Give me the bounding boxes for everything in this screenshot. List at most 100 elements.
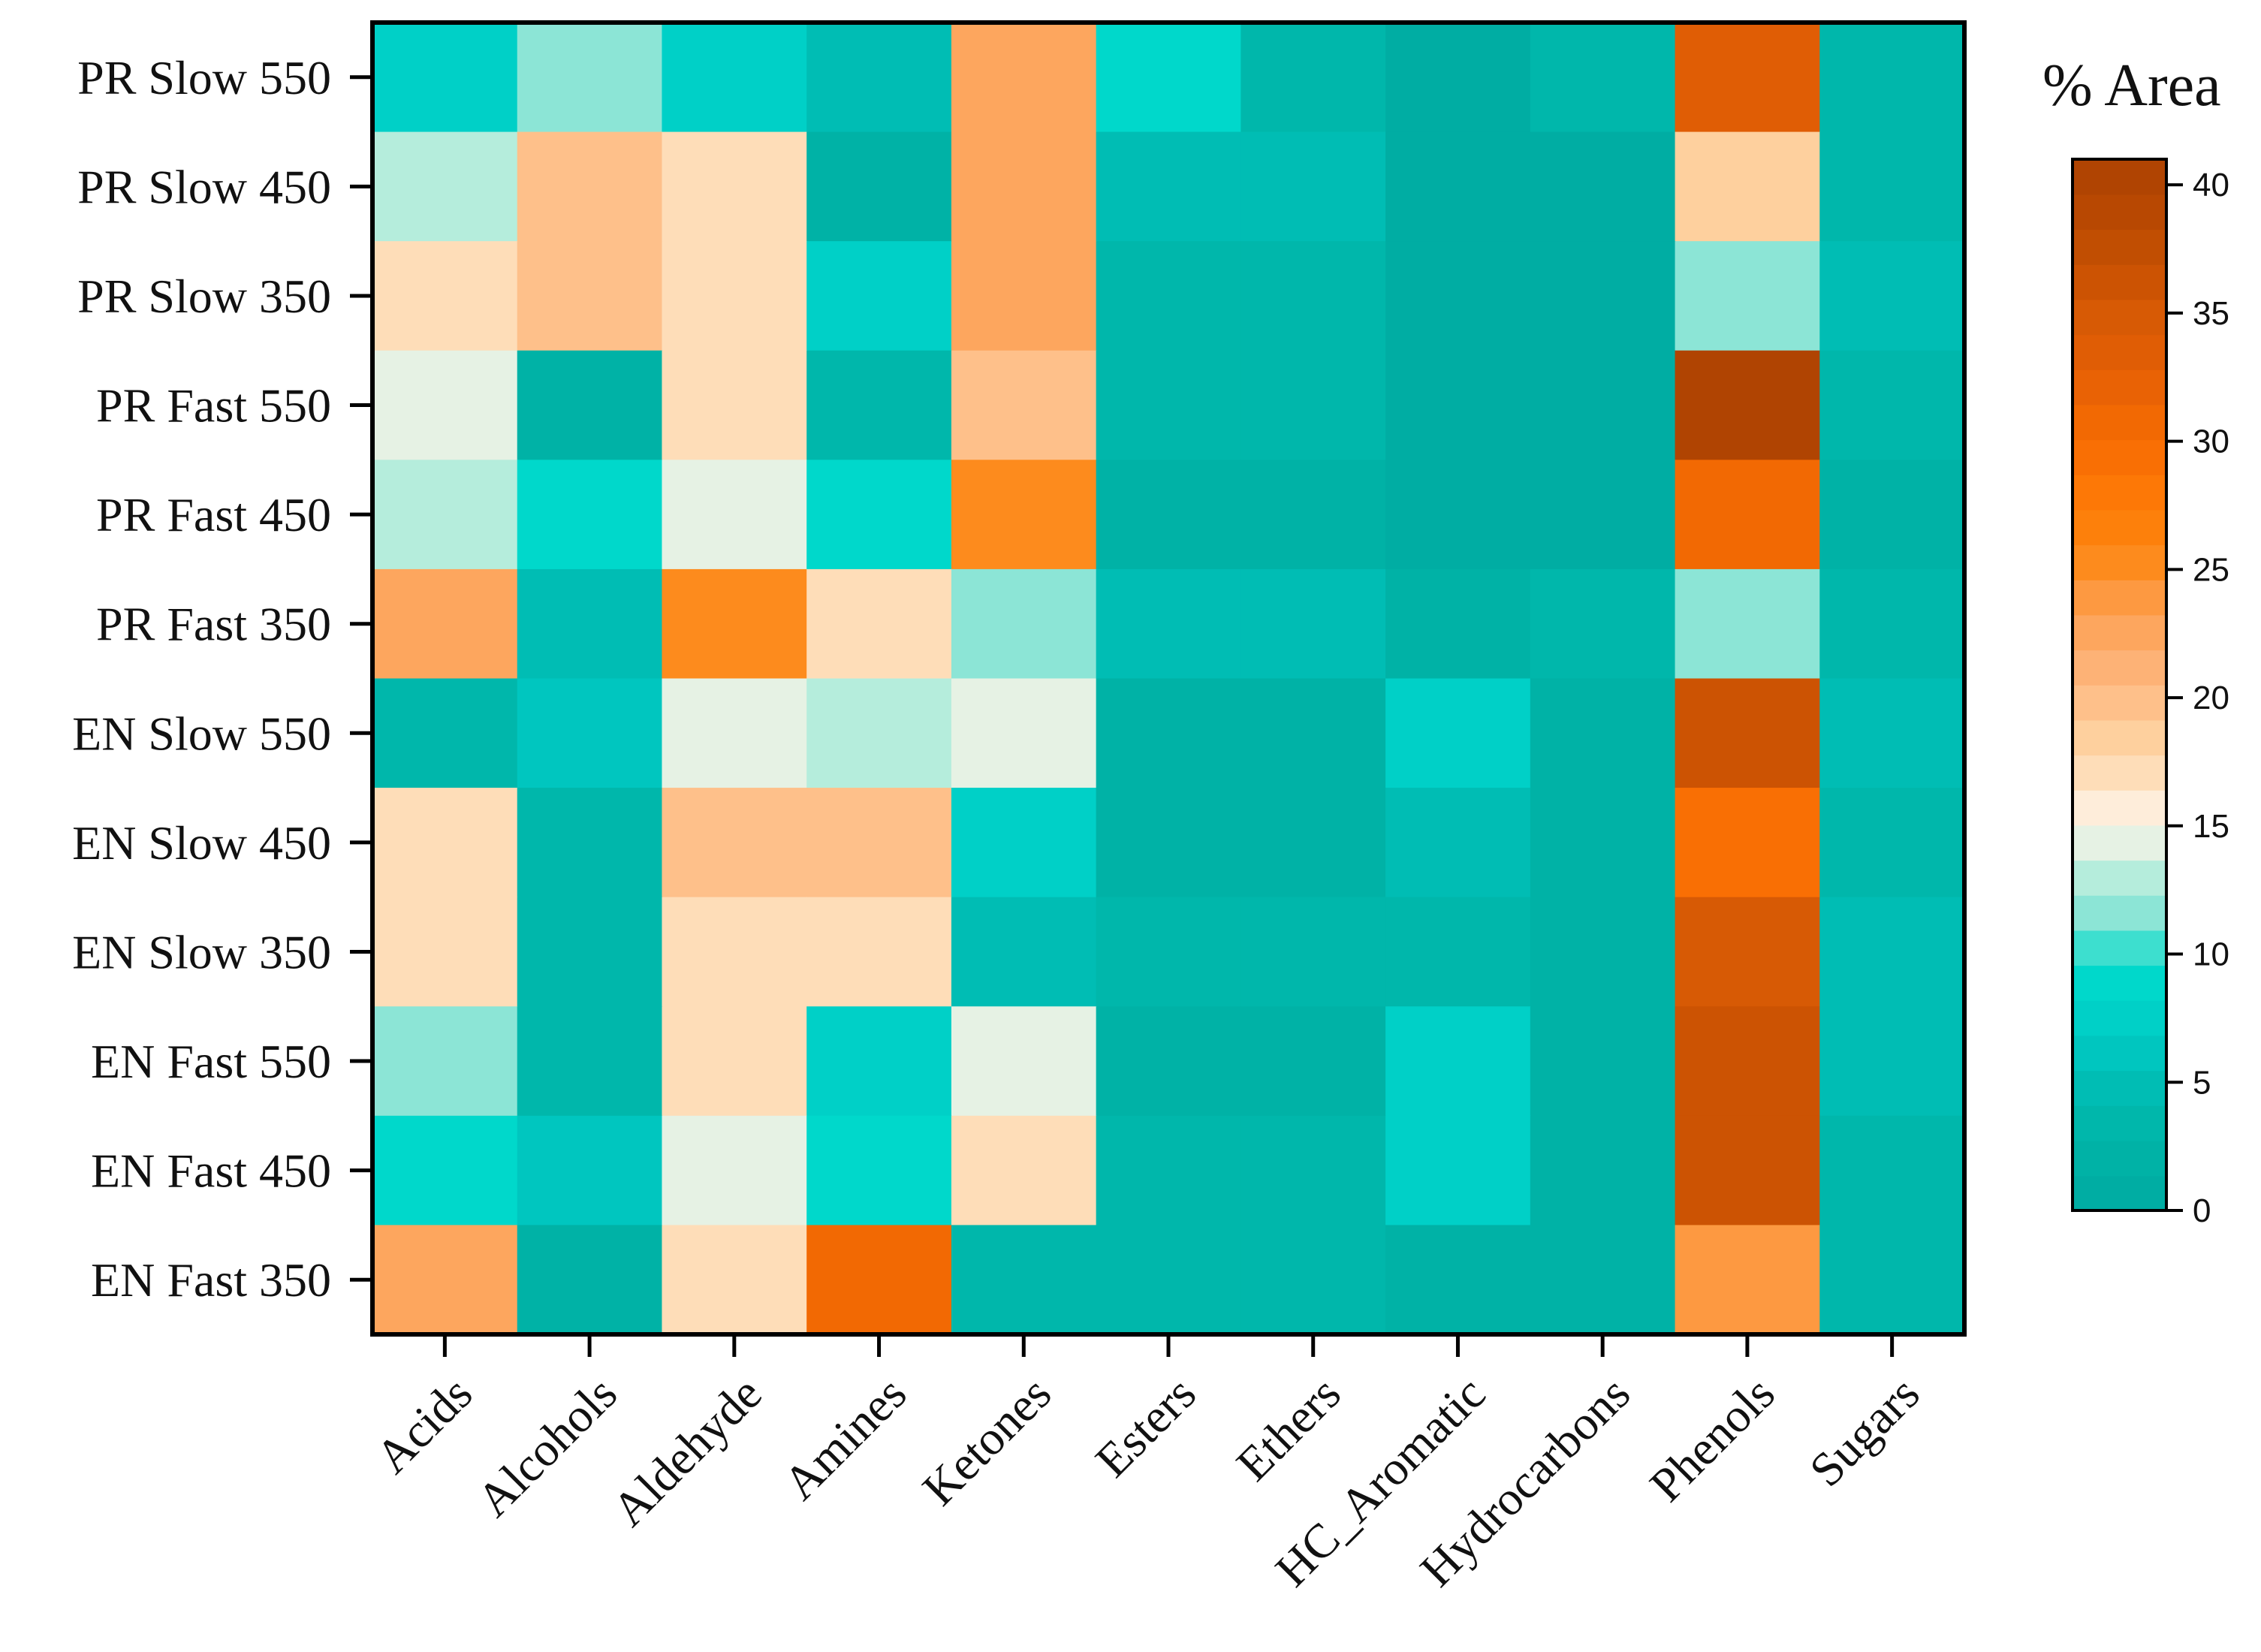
heatmap-cell	[1675, 131, 1821, 242]
colorbar-swatch	[2073, 1035, 2166, 1072]
heatmap-cell	[662, 23, 807, 133]
colorbar-tick-label: 20	[2193, 680, 2229, 716]
colorbar-swatch	[2073, 719, 2166, 756]
heatmap-cell	[951, 23, 1097, 133]
y-tick-label: EN Slow 550	[72, 707, 331, 760]
heatmap-cell	[1096, 23, 1242, 133]
heatmap-cell	[806, 897, 952, 1008]
heatmap-cells	[372, 23, 1965, 1335]
colorbar-swatch	[2073, 930, 2166, 966]
heatmap-cell	[662, 1006, 807, 1117]
colorbar-tick-label: 35	[2193, 295, 2229, 332]
colorbar-title: % Area	[2042, 53, 2221, 119]
heatmap-cell	[1385, 1115, 1531, 1226]
colorbar-tick-label: 40	[2193, 167, 2229, 203]
heatmap-cell	[662, 568, 807, 680]
heatmap-cell	[372, 1225, 518, 1335]
heatmap-cell	[1675, 897, 1821, 1008]
heatmap-cell	[1096, 241, 1242, 351]
y-tick-label: PR Slow 350	[77, 270, 331, 323]
colorbar-swatch	[2073, 824, 2166, 861]
heatmap-cell	[806, 23, 952, 133]
y-tick-label: EN Slow 350	[72, 925, 331, 978]
colorbar-swatch	[2073, 1140, 2166, 1177]
y-tick-label: PR Slow 550	[77, 51, 331, 104]
heatmap-cell	[1530, 350, 1676, 461]
heatmap-cell	[372, 131, 518, 242]
x-tick-label: Amines	[773, 1367, 916, 1510]
heatmap-cell	[1385, 897, 1531, 1008]
heatmap-cell	[517, 788, 663, 898]
heatmap-cell	[662, 460, 807, 570]
heatmap-cell	[806, 788, 952, 898]
heatmap-cell	[1819, 23, 1965, 133]
colorbar-swatch	[2073, 439, 2166, 475]
colorbar-swatch	[2073, 860, 2166, 896]
colorbar-swatch	[2073, 509, 2166, 546]
heatmap-cell	[1385, 23, 1531, 133]
heatmap-cell	[951, 1006, 1097, 1117]
heatmap-cell	[662, 788, 807, 898]
colorbar-tick-label: 30	[2193, 424, 2229, 460]
heatmap-cell	[951, 1115, 1097, 1226]
heatmap-cell	[517, 1225, 663, 1335]
heatmap-cell	[1096, 1006, 1242, 1117]
heatmap-cell	[1385, 241, 1531, 351]
heatmap-cell	[372, 241, 518, 351]
heatmap-cell	[951, 678, 1097, 788]
heatmap-cell	[662, 241, 807, 351]
x-tick-label: Alcohols	[466, 1367, 627, 1527]
heatmap-cell	[662, 897, 807, 1008]
y-tick-label: PR Fast 450	[96, 488, 331, 541]
heatmap-cell	[662, 678, 807, 788]
heatmap-cell	[372, 23, 518, 133]
colorbar-swatch	[2073, 475, 2166, 511]
heatmap-cell	[1530, 1006, 1676, 1117]
heatmap-cell	[1819, 1115, 1965, 1226]
heatmap-cell	[1530, 678, 1676, 788]
heatmap-cell	[1096, 460, 1242, 570]
heatmap-cell	[1096, 788, 1242, 898]
heatmap-cell	[1819, 350, 1965, 461]
heatmap-cell	[1241, 1225, 1386, 1335]
heatmap-cell	[1530, 788, 1676, 898]
heatmap-cell	[1241, 678, 1386, 788]
heatmap-cell	[372, 350, 518, 461]
heatmap-cell	[1096, 678, 1242, 788]
heatmap-cell	[517, 678, 663, 788]
heatmap-cell	[517, 23, 663, 133]
colorbar-tick-label: 25	[2193, 551, 2229, 588]
colorbar-swatch	[2073, 229, 2166, 265]
heatmap-cell	[1385, 460, 1531, 570]
heatmap-cell	[1241, 350, 1386, 461]
heatmap-cell	[806, 350, 952, 461]
heatmap-cell	[951, 241, 1097, 351]
heatmap-cell	[806, 1006, 952, 1117]
heatmap-cell	[1241, 131, 1386, 242]
heatmap-cell	[1385, 1006, 1531, 1117]
heatmap-cell	[806, 678, 952, 788]
heatmap-cell	[372, 1115, 518, 1226]
heatmap-cell	[372, 788, 518, 898]
y-tick-label: PR Fast 550	[96, 379, 331, 433]
y-tick-label: EN Fast 350	[91, 1253, 331, 1307]
colorbar-swatch	[2073, 194, 2166, 231]
heatmap-cell	[1675, 350, 1821, 461]
colorbar-swatch	[2073, 1175, 2166, 1211]
heatmap-cell	[372, 460, 518, 570]
heatmap-cell	[662, 350, 807, 461]
heatmap-cell	[1819, 568, 1965, 680]
heatmap-cell	[662, 1115, 807, 1226]
colorbar-swatch	[2073, 159, 2166, 195]
heatmap-cell	[1241, 788, 1386, 898]
heatmap-cell	[1385, 788, 1531, 898]
colorbar-frame	[2071, 158, 2168, 1212]
heatmap-cell	[951, 788, 1097, 898]
heatmap-cell	[1385, 678, 1531, 788]
y-axis: PR Slow 550 PR Slow 450 PR Slow 350 PR Fast…	[72, 51, 372, 1307]
colorbar-swatch	[2073, 685, 2166, 721]
heatmap-cell	[1819, 897, 1965, 1008]
heatmap-cell	[1675, 568, 1821, 680]
